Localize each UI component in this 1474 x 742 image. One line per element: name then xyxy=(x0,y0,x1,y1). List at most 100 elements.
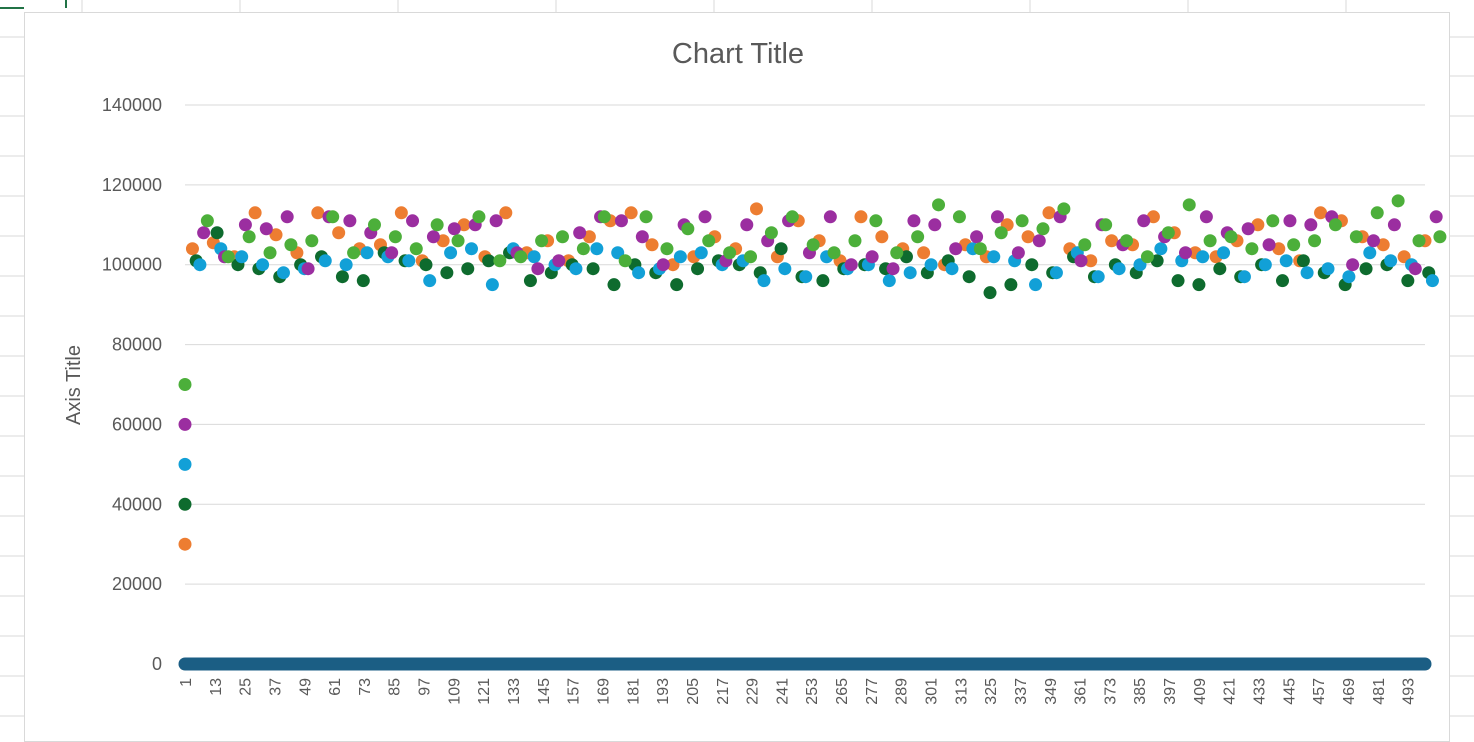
data-point[interactable] xyxy=(210,226,224,240)
chart-area[interactable]: 0 20000 40000 60000 80000 100000 120000 140000 … xyxy=(24,12,1450,742)
data-point[interactable] xyxy=(178,497,192,511)
data-point[interactable] xyxy=(178,457,192,471)
data-point[interactable] xyxy=(1084,254,1098,268)
data-point[interactable] xyxy=(1112,262,1126,276)
data-point[interactable] xyxy=(430,218,444,232)
data-point[interactable] xyxy=(347,246,361,260)
data-point[interactable] xyxy=(1429,210,1443,224)
data-point[interactable] xyxy=(1140,250,1154,264)
data-point[interactable] xyxy=(1425,274,1439,288)
data-point[interactable] xyxy=(263,246,277,260)
data-point[interactable] xyxy=(569,262,583,276)
data-point[interactable] xyxy=(698,210,712,224)
data-point[interactable] xyxy=(1262,238,1276,252)
data-point[interactable] xyxy=(586,262,600,276)
y-axis-title[interactable]: Axis Title xyxy=(63,345,85,425)
data-point[interactable] xyxy=(1376,238,1390,252)
series-2[interactable] xyxy=(178,226,1436,511)
data-point[interactable] xyxy=(367,218,381,232)
data-point[interactable] xyxy=(806,238,820,252)
data-point[interactable] xyxy=(1283,214,1297,228)
data-point[interactable] xyxy=(197,226,211,240)
data-point[interactable] xyxy=(409,242,423,256)
data-point[interactable] xyxy=(799,270,813,284)
data-point[interactable] xyxy=(890,246,904,260)
data-point[interactable] xyxy=(1387,218,1401,232)
data-point[interactable] xyxy=(493,254,507,268)
data-point[interactable] xyxy=(402,254,416,268)
data-point[interactable] xyxy=(1391,194,1405,208)
series-5[interactable] xyxy=(178,194,1447,391)
data-point[interactable] xyxy=(582,230,596,244)
data-point[interactable] xyxy=(911,230,925,244)
data-point[interactable] xyxy=(607,278,621,292)
data-point[interactable] xyxy=(406,214,420,228)
data-point[interactable] xyxy=(816,274,830,288)
data-point[interactable] xyxy=(1049,266,1063,280)
data-point[interactable] xyxy=(952,210,966,224)
data-point[interactable] xyxy=(269,228,283,242)
data-point[interactable] xyxy=(1245,242,1259,256)
data-point[interactable] xyxy=(514,250,528,264)
data-point[interactable] xyxy=(1224,230,1238,244)
data-point[interactable] xyxy=(1370,206,1384,220)
data-point[interactable] xyxy=(343,214,357,228)
data-point[interactable] xyxy=(1146,210,1160,224)
data-point[interactable] xyxy=(660,242,674,256)
data-point[interactable] xyxy=(614,214,628,228)
data-point[interactable] xyxy=(576,242,590,256)
data-point[interactable] xyxy=(987,250,1001,264)
data-point[interactable] xyxy=(973,242,987,256)
data-point[interactable] xyxy=(1196,250,1210,264)
data-point[interactable] xyxy=(1192,278,1206,292)
data-point[interactable] xyxy=(1308,234,1322,248)
data-point[interactable] xyxy=(301,262,315,276)
data-point[interactable] xyxy=(681,222,695,236)
chart-title[interactable]: Chart Title xyxy=(672,38,804,70)
data-point[interactable] xyxy=(178,537,192,551)
data-point[interactable] xyxy=(875,230,889,244)
data-point[interactable] xyxy=(1296,254,1310,268)
data-point[interactable] xyxy=(691,262,705,276)
data-point[interactable] xyxy=(385,246,399,260)
data-point[interactable] xyxy=(1251,218,1265,232)
data-point[interactable] xyxy=(1342,270,1356,284)
data-point[interactable] xyxy=(573,226,587,240)
data-point[interactable] xyxy=(924,258,938,272)
data-point[interactable] xyxy=(1433,230,1447,244)
data-point[interactable] xyxy=(970,230,984,244)
data-point[interactable] xyxy=(1314,206,1328,220)
data-point[interactable] xyxy=(827,246,841,260)
data-point[interactable] xyxy=(1328,218,1342,232)
data-point[interactable] xyxy=(962,270,976,284)
data-point[interactable] xyxy=(447,222,461,236)
data-point[interactable] xyxy=(702,234,716,248)
data-point[interactable] xyxy=(673,250,687,264)
data-point[interactable] xyxy=(556,230,570,244)
data-point[interactable] xyxy=(1408,262,1422,276)
data-point[interactable] xyxy=(326,210,340,224)
data-point[interactable] xyxy=(1304,218,1318,232)
data-point[interactable] xyxy=(1300,266,1314,280)
data-point[interactable] xyxy=(1078,238,1092,252)
data-point[interactable] xyxy=(907,214,921,228)
data-point[interactable] xyxy=(744,250,758,264)
data-point[interactable] xyxy=(1057,202,1071,216)
data-point[interactable] xyxy=(1266,214,1280,228)
data-point[interactable] xyxy=(670,278,684,292)
data-point[interactable] xyxy=(1384,254,1398,268)
data-point[interactable] xyxy=(750,202,764,216)
data-point[interactable] xyxy=(193,258,207,272)
data-point[interactable] xyxy=(928,218,942,232)
data-point[interactable] xyxy=(284,238,298,252)
data-point[interactable] xyxy=(994,226,1008,240)
data-point[interactable] xyxy=(635,230,649,244)
data-point[interactable] xyxy=(388,230,402,244)
data-point[interactable] xyxy=(1137,214,1151,228)
data-point[interactable] xyxy=(1004,278,1018,292)
data-point[interactable] xyxy=(1367,234,1381,248)
data-point[interactable] xyxy=(1401,274,1415,288)
data-point[interactable] xyxy=(1015,214,1029,228)
data-point[interactable] xyxy=(917,246,931,260)
data-point[interactable] xyxy=(1182,198,1196,212)
